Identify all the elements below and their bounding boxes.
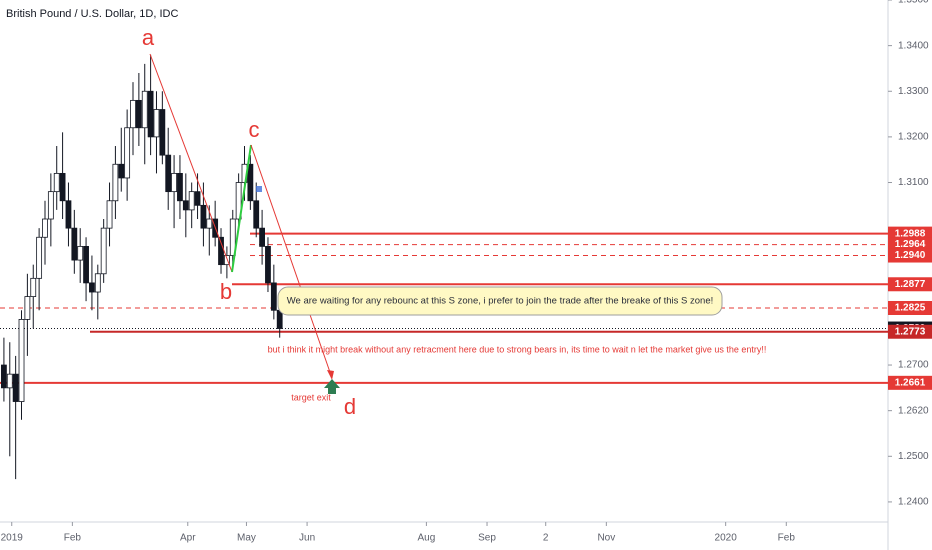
x-tick-label: Jun bbox=[299, 533, 315, 544]
candle-body bbox=[218, 236, 224, 266]
point-label: c bbox=[249, 117, 260, 142]
candle-body bbox=[42, 218, 48, 238]
leg-cd bbox=[250, 144, 333, 379]
y-tick-label: 1.2700 bbox=[898, 360, 929, 371]
candle-body bbox=[130, 99, 136, 129]
x-tick-label: Aug bbox=[417, 533, 435, 544]
x-tick-label: 2 bbox=[543, 533, 549, 544]
y-tick-label: 1.3300 bbox=[898, 86, 929, 97]
target-text: target exit bbox=[291, 392, 331, 402]
candle-body bbox=[124, 127, 131, 179]
candle-body bbox=[194, 191, 201, 206]
level-label: 1.2661 bbox=[895, 377, 926, 388]
y-tick-label: 1.2400 bbox=[898, 497, 929, 508]
candle-body bbox=[159, 109, 166, 156]
candle-body bbox=[147, 90, 154, 138]
candle-body bbox=[265, 245, 271, 284]
candle-body bbox=[59, 172, 66, 202]
y-tick-label: 1.2620 bbox=[898, 405, 929, 416]
arrow-head bbox=[327, 370, 334, 380]
candle-body bbox=[135, 99, 142, 129]
x-tick-label: 2019 bbox=[1, 533, 24, 544]
level-label: 1.2825 bbox=[895, 303, 926, 314]
marker bbox=[256, 186, 262, 192]
candle-body bbox=[12, 373, 19, 402]
candle-body bbox=[153, 109, 160, 138]
candle-body bbox=[270, 282, 277, 311]
candle-body bbox=[206, 218, 213, 229]
level-label: 1.2988 bbox=[895, 228, 926, 239]
leg-bc bbox=[231, 144, 252, 273]
pattern-drawing: a b c d We are waiting for any rebounc a… bbox=[142, 25, 767, 419]
x-tick-label: 2020 bbox=[715, 533, 738, 544]
candle-body bbox=[200, 204, 207, 229]
candle-body bbox=[77, 245, 84, 261]
point-label: b bbox=[220, 279, 232, 304]
candle-body bbox=[18, 319, 25, 402]
x-tick-label: Sep bbox=[478, 533, 496, 544]
level-label: 1.2877 bbox=[895, 279, 926, 290]
candle-body bbox=[1, 364, 7, 389]
candle-body bbox=[36, 236, 43, 279]
level-label: 1.2964 bbox=[895, 239, 926, 250]
candle-body bbox=[171, 172, 177, 193]
level-label-box bbox=[888, 248, 932, 263]
y-tick-label: 1.3200 bbox=[898, 132, 929, 143]
candle-body bbox=[177, 172, 183, 202]
candle-body bbox=[53, 172, 60, 193]
candle-body bbox=[71, 227, 78, 261]
candle-body bbox=[106, 200, 113, 229]
callout-text: We are waiting for any rebounc at this S… bbox=[287, 296, 714, 307]
candle-body bbox=[223, 255, 230, 266]
candle-body bbox=[118, 163, 125, 179]
candle-body bbox=[65, 200, 72, 229]
candle-body bbox=[259, 227, 265, 247]
target-icon bbox=[324, 379, 340, 394]
level-label-box bbox=[888, 324, 932, 339]
candle-body bbox=[83, 245, 89, 284]
candle-body bbox=[100, 227, 107, 275]
level-label-box bbox=[888, 226, 932, 241]
candle-body bbox=[235, 182, 242, 220]
y-tick-label: 1.3100 bbox=[898, 177, 929, 188]
level-label-box bbox=[888, 237, 932, 252]
level-label-box bbox=[888, 300, 932, 315]
candle-body bbox=[229, 218, 236, 256]
x-tick-label: May bbox=[237, 533, 256, 544]
point-label: a bbox=[142, 25, 155, 50]
level-label: 1.2940 bbox=[895, 250, 926, 261]
x-tick-label: Nov bbox=[597, 533, 615, 544]
candle-body bbox=[188, 191, 195, 211]
x-tick-label: Feb bbox=[778, 533, 796, 544]
y-tick-label: 1.3500 bbox=[898, 0, 929, 6]
note-text: but i think it might break without any r… bbox=[268, 344, 767, 354]
point-label: d bbox=[344, 394, 356, 419]
candle-body bbox=[253, 200, 260, 229]
candle-body bbox=[112, 163, 119, 202]
y-tick-label: 1.2500 bbox=[898, 451, 929, 462]
candle-body bbox=[182, 200, 189, 211]
leg-ab bbox=[149, 53, 233, 273]
level-label-box bbox=[888, 277, 932, 292]
candle-body bbox=[247, 163, 254, 202]
candle-body bbox=[6, 373, 13, 389]
x-tick-label: Feb bbox=[64, 533, 82, 544]
callout-box bbox=[277, 286, 723, 316]
candle-body bbox=[141, 90, 148, 129]
level-label: 1.2773 bbox=[895, 326, 926, 337]
candle-body bbox=[94, 273, 101, 293]
candle-body bbox=[89, 282, 95, 293]
candle-body bbox=[30, 277, 37, 297]
x-tick-label: Apr bbox=[180, 533, 196, 544]
level-label-box bbox=[888, 375, 932, 390]
candle-body bbox=[24, 296, 31, 320]
candle-body bbox=[47, 191, 54, 220]
y-tick-label: 1.3400 bbox=[898, 40, 929, 51]
chart-title: British Pound / U.S. Dollar, 1D, IDC bbox=[6, 8, 178, 20]
candle-body bbox=[165, 154, 172, 193]
